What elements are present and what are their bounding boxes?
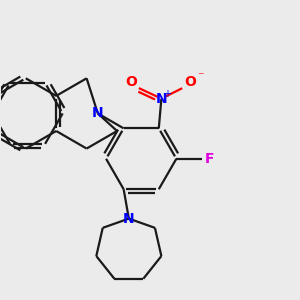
Text: O: O <box>184 75 196 89</box>
Text: ⁻: ⁻ <box>197 70 203 83</box>
Text: F: F <box>205 152 214 166</box>
Text: O: O <box>125 75 137 89</box>
Text: N: N <box>123 212 135 226</box>
Text: +: + <box>163 89 171 99</box>
Text: N: N <box>156 92 167 106</box>
Text: N: N <box>92 106 103 120</box>
